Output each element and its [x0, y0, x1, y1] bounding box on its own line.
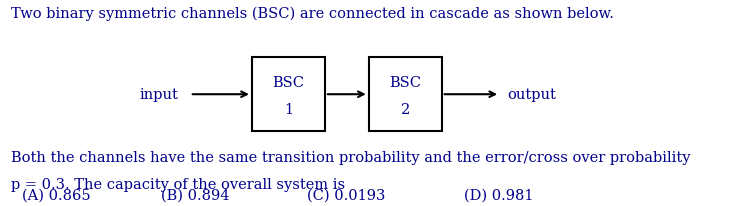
- Text: 2: 2: [401, 102, 410, 116]
- Text: p = 0.3. The capacity of the overall system is: p = 0.3. The capacity of the overall sys…: [11, 177, 345, 191]
- Text: input: input: [140, 88, 179, 102]
- Text: (A) 0.865: (A) 0.865: [22, 188, 91, 202]
- Text: 1: 1: [284, 102, 293, 116]
- Text: BSC: BSC: [389, 75, 421, 89]
- Text: output: output: [507, 88, 556, 102]
- Text: (B) 0.894: (B) 0.894: [161, 188, 229, 202]
- Text: Two binary symmetric channels (BSC) are connected in cascade as shown below.: Two binary symmetric channels (BSC) are …: [11, 6, 614, 21]
- Bar: [252, 58, 325, 132]
- Text: (C) 0.0193: (C) 0.0193: [307, 188, 385, 202]
- Bar: [369, 58, 442, 132]
- Text: (D) 0.981: (D) 0.981: [464, 188, 533, 202]
- Text: Both the channels have the same transition probability and the error/cross over : Both the channels have the same transiti…: [11, 150, 691, 164]
- Text: BSC: BSC: [272, 75, 304, 89]
